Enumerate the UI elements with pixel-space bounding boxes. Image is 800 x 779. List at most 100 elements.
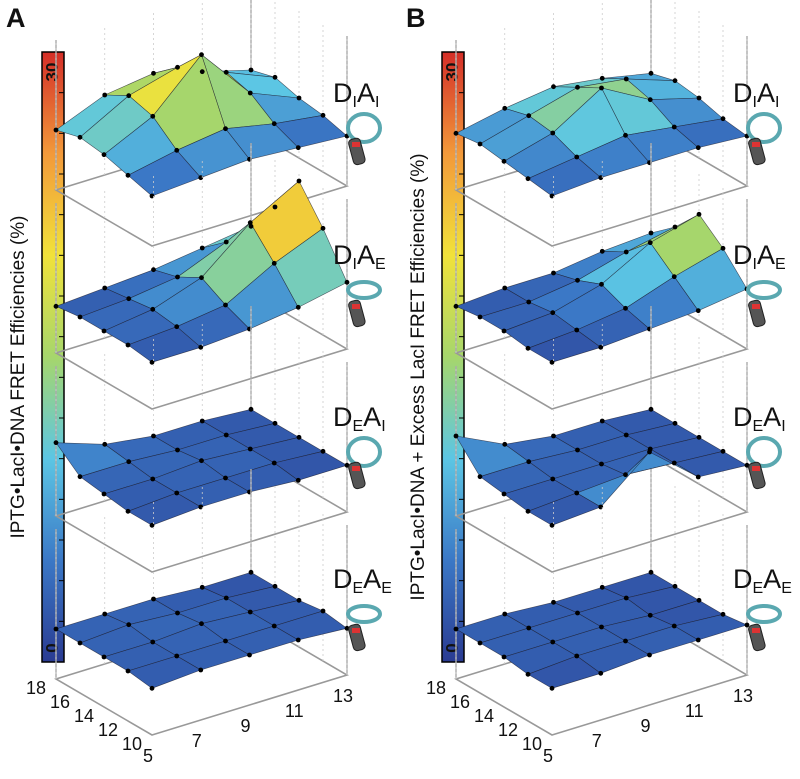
data-node bbox=[599, 461, 604, 467]
data-node bbox=[525, 671, 531, 677]
subplot: DEAE bbox=[53, 469, 392, 736]
data-node bbox=[151, 596, 156, 602]
data-node bbox=[720, 245, 726, 251]
data-node bbox=[671, 274, 677, 280]
data-node bbox=[198, 667, 204, 673]
data-node bbox=[295, 637, 301, 643]
subplot-label: DEAI bbox=[733, 402, 786, 435]
label-letter: D bbox=[733, 78, 753, 108]
data-node bbox=[671, 460, 677, 466]
data-node bbox=[248, 67, 254, 73]
data-node bbox=[199, 52, 204, 58]
data-node bbox=[174, 490, 180, 496]
data-node bbox=[125, 508, 131, 514]
label-subscript: I bbox=[753, 256, 757, 273]
data-node bbox=[695, 308, 701, 314]
x-tick-label: 9 bbox=[240, 716, 250, 736]
data-node bbox=[174, 147, 180, 153]
data-node bbox=[150, 639, 156, 645]
label-subscript: E bbox=[375, 256, 386, 273]
data-node bbox=[550, 310, 556, 316]
data-node bbox=[453, 626, 459, 632]
data-node bbox=[744, 622, 750, 628]
icon-dye bbox=[352, 466, 360, 471]
data-node bbox=[551, 84, 556, 90]
label-letter: D bbox=[733, 240, 753, 270]
data-node bbox=[271, 460, 277, 466]
data-node bbox=[126, 459, 132, 465]
icon-loop bbox=[346, 604, 382, 624]
data-node bbox=[575, 447, 580, 453]
data-node bbox=[102, 92, 108, 98]
data-node bbox=[599, 248, 605, 254]
icon-dye bbox=[752, 466, 760, 471]
y-tick-label: 14 bbox=[74, 706, 94, 726]
label-letter: A bbox=[363, 402, 381, 432]
icon-loop bbox=[346, 112, 382, 144]
data-node bbox=[549, 359, 555, 365]
data-node bbox=[77, 474, 83, 480]
label-subscript: I bbox=[353, 94, 357, 111]
subplot: DEAE bbox=[453, 469, 792, 736]
data-node bbox=[199, 621, 204, 627]
data-node bbox=[477, 474, 483, 480]
label-subscript: E bbox=[353, 418, 364, 435]
label-letter: D bbox=[733, 564, 753, 594]
icon-loop bbox=[746, 112, 782, 144]
data-node bbox=[526, 459, 532, 465]
label-subscript: I bbox=[353, 256, 357, 273]
data-node bbox=[199, 69, 205, 75]
data-node bbox=[647, 612, 653, 618]
data-node bbox=[151, 70, 156, 76]
icon-body bbox=[348, 299, 366, 328]
y-tick-label: 10 bbox=[122, 734, 142, 754]
data-node bbox=[150, 306, 156, 312]
panel-letter: B bbox=[406, 3, 426, 33]
data-node bbox=[149, 685, 155, 691]
data-node bbox=[672, 583, 678, 589]
data-node bbox=[272, 74, 278, 80]
data-node bbox=[271, 260, 277, 266]
subplot-label: DEAI bbox=[333, 402, 386, 435]
data-node bbox=[126, 93, 132, 99]
data-node bbox=[102, 285, 108, 291]
data-node bbox=[525, 508, 531, 514]
colorbar-tick-label: 30 bbox=[442, 63, 461, 82]
data-node bbox=[672, 78, 678, 84]
data-node bbox=[647, 97, 653, 103]
label-letter: A bbox=[757, 240, 775, 270]
icon-dye bbox=[352, 304, 360, 309]
data-node bbox=[223, 239, 229, 245]
data-node bbox=[320, 448, 326, 454]
data-node bbox=[223, 475, 228, 481]
data-node bbox=[149, 522, 155, 528]
icon-loop bbox=[746, 604, 782, 624]
label-subscript: E bbox=[781, 580, 792, 597]
data-node bbox=[525, 345, 531, 351]
data-node bbox=[599, 85, 604, 91]
label-letter: A bbox=[757, 78, 775, 108]
data-node bbox=[248, 223, 254, 229]
icon-loop bbox=[746, 436, 782, 468]
data-node bbox=[525, 176, 531, 182]
data-node bbox=[223, 302, 228, 308]
data-node bbox=[574, 490, 580, 496]
data-node bbox=[720, 116, 726, 122]
data-node bbox=[477, 314, 483, 320]
x-tick-label: 11 bbox=[685, 701, 704, 721]
data-node bbox=[599, 584, 605, 590]
data-node bbox=[247, 652, 252, 658]
label-letter: A bbox=[763, 564, 781, 594]
data-node bbox=[453, 130, 459, 136]
data-node bbox=[647, 446, 653, 452]
colorbar-tick-label: 30 bbox=[42, 63, 61, 82]
label-letter: D bbox=[333, 78, 353, 108]
label-subscript: E bbox=[775, 256, 786, 273]
data-node bbox=[296, 95, 302, 101]
data-node bbox=[126, 296, 132, 302]
data-node bbox=[199, 458, 204, 464]
colorbar bbox=[41, 51, 65, 663]
data-node bbox=[549, 522, 555, 528]
data-node bbox=[223, 432, 229, 438]
